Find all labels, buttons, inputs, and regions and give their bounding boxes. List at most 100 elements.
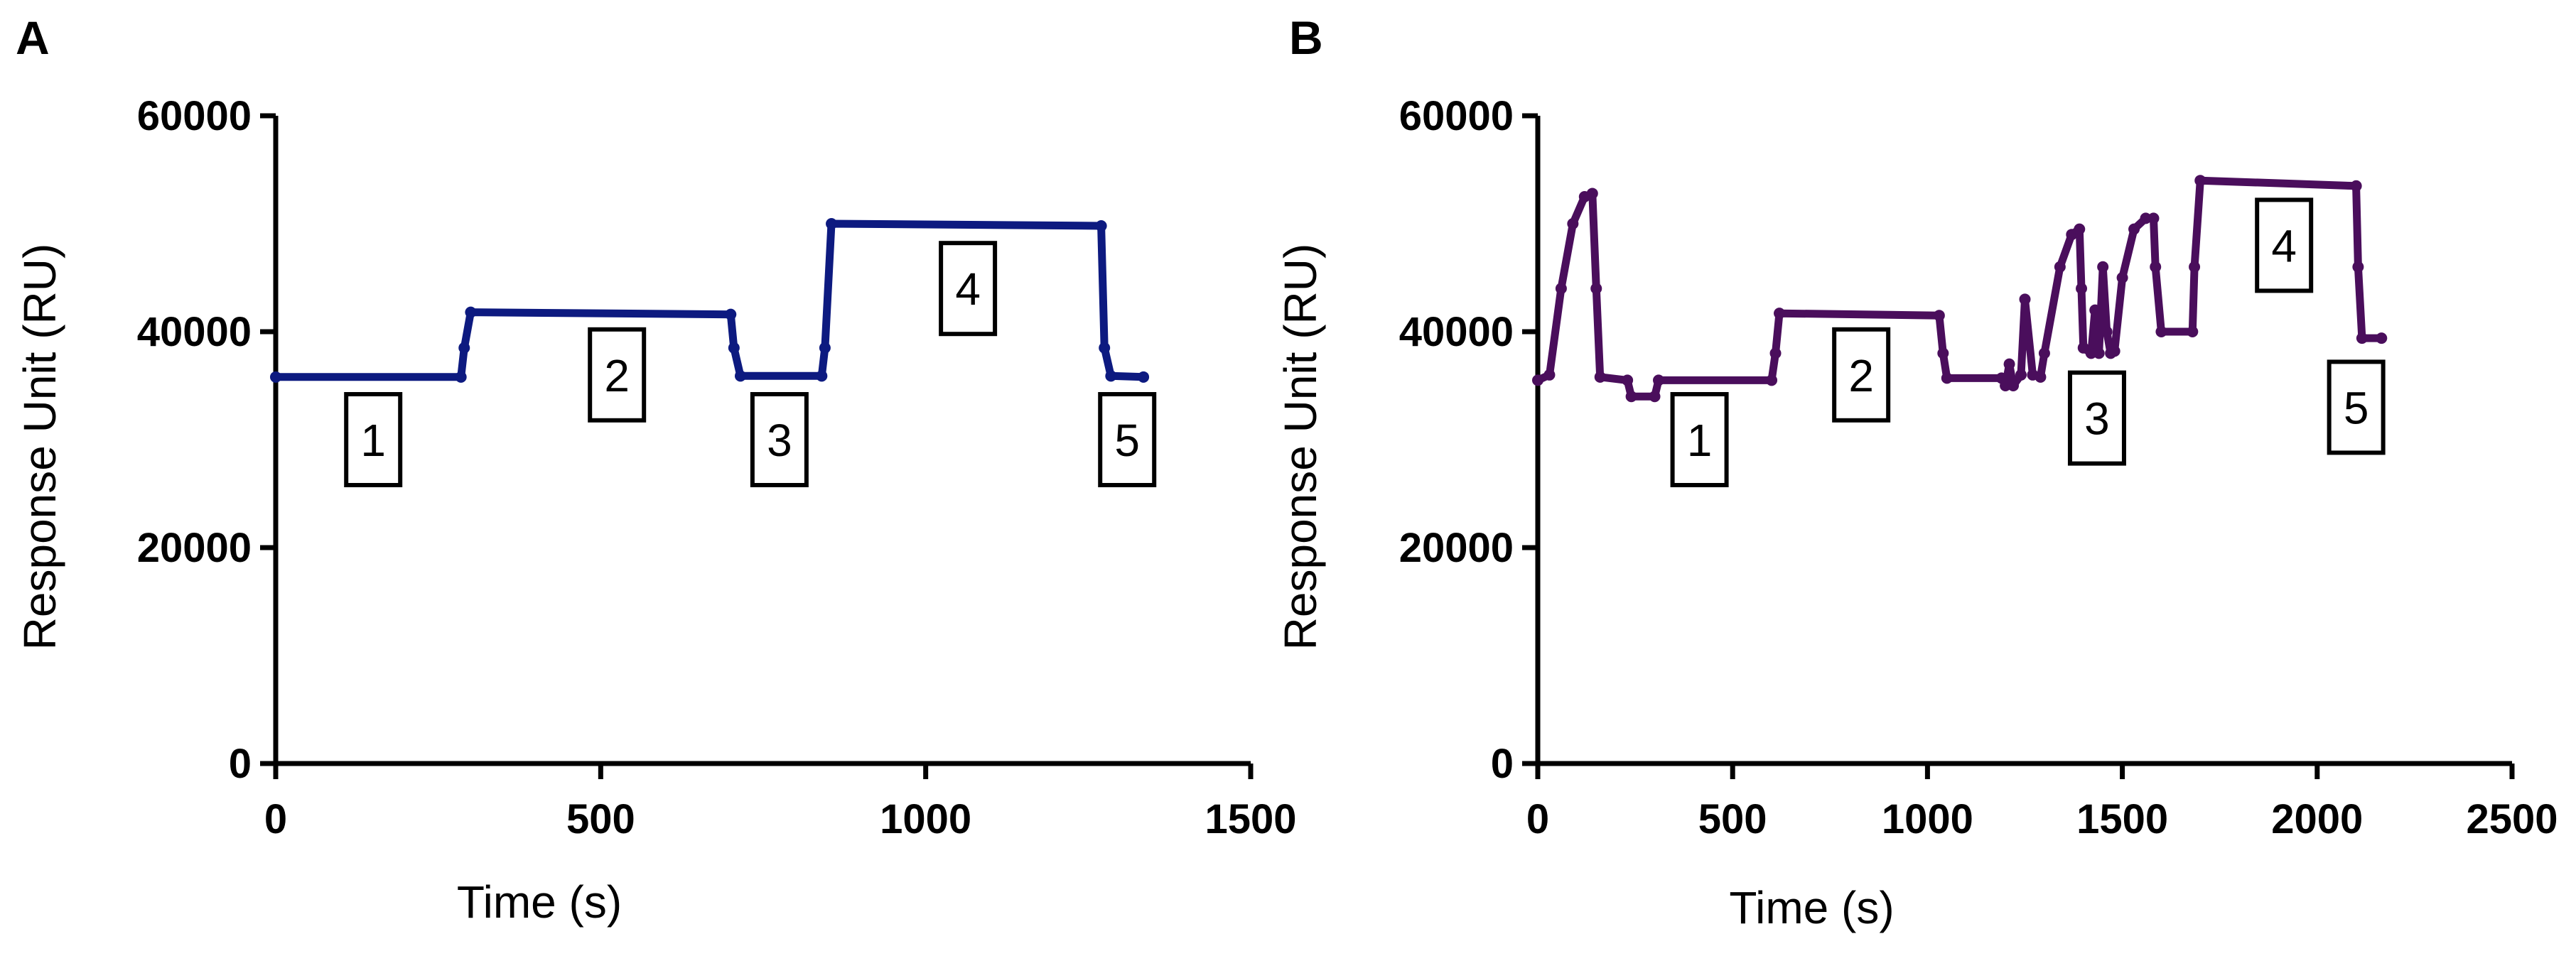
data-point (2350, 180, 2362, 192)
data-point (2155, 326, 2167, 337)
data-point (2089, 304, 2101, 316)
x-tick-label: 1000 (1882, 796, 1973, 842)
data-point (2035, 371, 2047, 383)
data-point (2093, 347, 2105, 359)
data-point (2194, 175, 2206, 187)
x-tick-label: 500 (1698, 796, 1767, 842)
series-line (1534, 176, 2386, 401)
data-point (728, 342, 740, 354)
data-point (2038, 347, 2050, 359)
data-point (1625, 391, 1637, 403)
data-point (2150, 261, 2162, 273)
data-point (2074, 223, 2086, 235)
data-point (1586, 188, 1598, 200)
y-tick-label: 0 (1491, 741, 1514, 787)
data-point (826, 218, 838, 229)
annotation-label: 4 (2271, 220, 2297, 271)
annotation-box (588, 327, 647, 423)
data-point (1774, 308, 1786, 320)
panel-label: A (16, 11, 50, 64)
annotation-label: 3 (2084, 393, 2110, 445)
data-point (2000, 380, 2012, 391)
y-axis-title: Response Unit (RU) (1275, 244, 1326, 651)
annotation-label: 1 (1687, 415, 1713, 466)
data-point (2003, 358, 2015, 370)
x-tick-label: 0 (264, 796, 287, 842)
data-point (2128, 223, 2140, 235)
annotation-label: 5 (2344, 382, 2369, 433)
annotation-label: 2 (1848, 350, 1874, 401)
data-point (2356, 332, 2368, 344)
chart-panel-a: A 0 20000 40000 60000 0 500 1000 1500 Time (s) Res… (14, 11, 1297, 928)
data-point (1138, 371, 1150, 383)
series-line (271, 219, 1148, 381)
y-tick-label: 60000 (137, 93, 252, 139)
data-point (2189, 261, 2201, 273)
panel-label: B (1289, 11, 1323, 64)
data-point (1095, 220, 1107, 232)
y-tick-label: 20000 (137, 525, 252, 571)
data-point (2108, 345, 2120, 357)
y-tick-label: 0 (229, 741, 252, 787)
data-point (2097, 261, 2109, 273)
y-tick-label: 20000 (1399, 525, 1514, 571)
data-point (1590, 283, 1602, 295)
data-point (1532, 374, 1543, 386)
x-tick-label: 1500 (2076, 796, 2168, 842)
y-tick-label: 40000 (1399, 309, 1514, 355)
annotation-box (2067, 370, 2126, 466)
annotation-label: 2 (604, 350, 630, 401)
annotation-label: 5 (1114, 415, 1140, 466)
annotation-box (750, 392, 809, 487)
annotation-box (939, 241, 998, 337)
data-point (2054, 261, 2066, 273)
annotation-box (2255, 197, 2314, 293)
data-point (2008, 380, 2020, 391)
data-point (1622, 374, 1634, 386)
data-point (2116, 272, 2128, 283)
x-axis-title: Time (s) (1729, 882, 1894, 933)
data-point (2352, 261, 2364, 273)
x-tick-label: 0 (1526, 796, 1549, 842)
x-tick-label: 1500 (1205, 796, 1296, 842)
y-axis-title: Response Unit (RU) (14, 244, 65, 651)
data-point (1941, 372, 1953, 384)
data-point (2147, 212, 2160, 224)
x-tick-label: 500 (566, 796, 635, 842)
data-point (458, 342, 470, 354)
data-point (1649, 391, 1661, 403)
annotation-label: 3 (767, 415, 792, 466)
annotation-box (1670, 392, 1729, 487)
y-tick-label: 60000 (1399, 93, 1514, 139)
annotation-box (1832, 327, 1891, 423)
data-point (1594, 371, 1606, 383)
data-point (2140, 212, 2152, 224)
data-point (816, 370, 828, 382)
data-point (1766, 374, 1778, 386)
data-point (465, 306, 477, 318)
annotation-box (2327, 359, 2386, 455)
x-axis-title: Time (s) (457, 876, 622, 928)
data-point (270, 371, 281, 383)
data-point (2085, 347, 2097, 359)
x-tick-label: 1000 (880, 796, 971, 842)
data-point (1653, 374, 1665, 386)
data-point (1555, 283, 1567, 295)
data-point (734, 370, 746, 382)
data-point (2076, 283, 2088, 295)
data-point (1567, 218, 1579, 229)
data-point (1769, 347, 1782, 359)
y-tick-label: 40000 (137, 309, 252, 355)
annotation-label: 1 (360, 415, 386, 466)
data-point (2187, 326, 2199, 337)
data-point (725, 308, 737, 320)
x-tick-label: 2000 (2271, 796, 2363, 842)
data-point (819, 342, 831, 354)
data-point (2019, 293, 2031, 305)
data-point (1937, 347, 1949, 359)
data-point (2015, 369, 2027, 381)
data-point (2101, 326, 2113, 337)
data-point (1543, 369, 1556, 381)
data-point (2376, 332, 2388, 344)
